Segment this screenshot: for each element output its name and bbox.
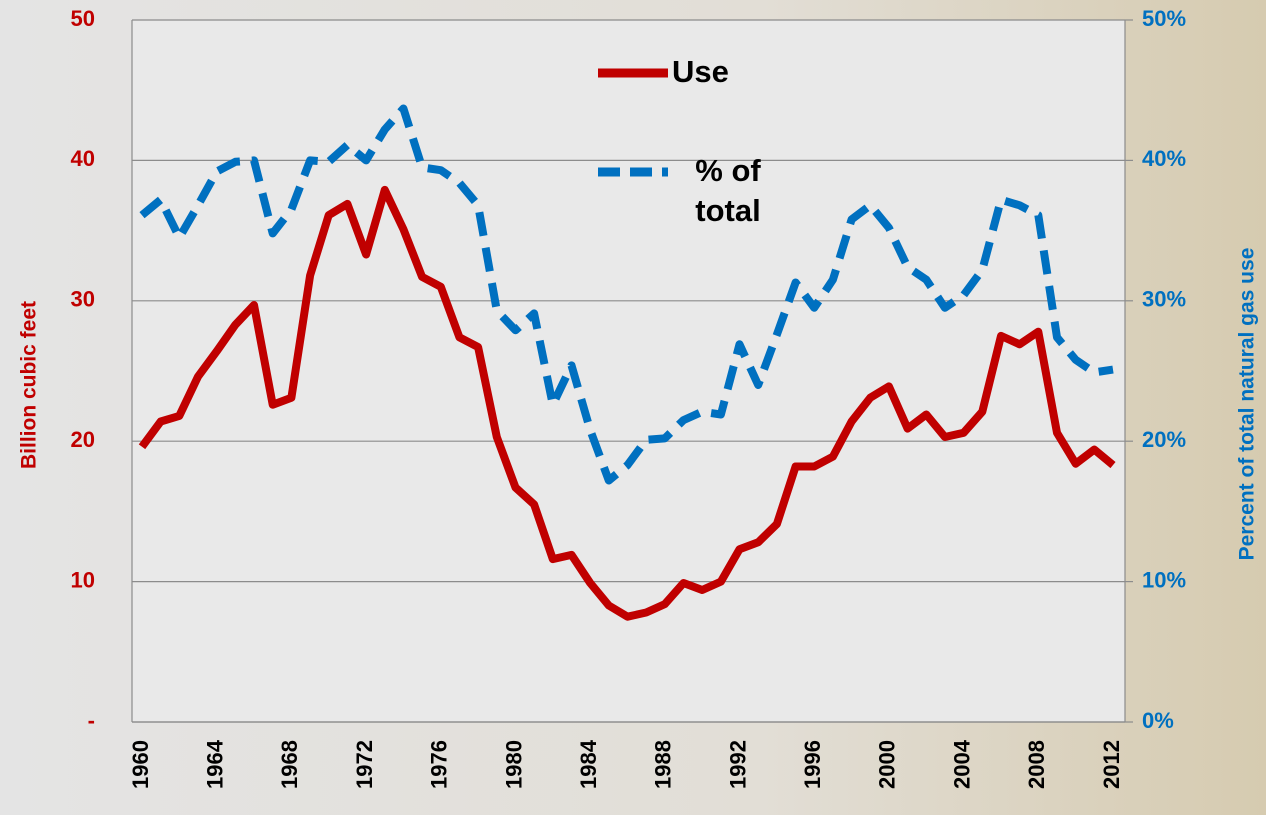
legend-entry: Use [672, 54, 729, 89]
y2-tick-label: 0% [1142, 708, 1174, 733]
legend-entry: % of total [695, 153, 761, 228]
legend-label: Use [672, 54, 729, 89]
x-tick-label: 1992 [725, 740, 750, 789]
x-tick-label: 1988 [651, 740, 676, 789]
x-tick-label: 2012 [1099, 740, 1124, 789]
y2-tick-label: 30% [1142, 287, 1186, 312]
x-tick-label: 1968 [277, 740, 302, 789]
y-axis-label: Billion cubic feet [18, 301, 41, 469]
x-tick-label: 2000 [875, 740, 900, 789]
y-tick-label: 30 [71, 287, 95, 312]
y-tick-label: 20 [71, 427, 95, 452]
y-tick-label: 50 [71, 6, 95, 31]
x-tick-label: 1980 [501, 740, 526, 789]
y-tick-label: 40 [71, 146, 95, 171]
x-tick-label: 1976 [427, 740, 452, 789]
y2-axis-label: Percent of total natural gas use [1236, 248, 1259, 561]
y2-tick-label: 20% [1142, 427, 1186, 452]
y2-tick-label: 50% [1142, 6, 1186, 31]
x-tick-label: 1996 [800, 740, 825, 789]
line-series [138, 185, 1116, 621]
y-tick-label: - [88, 708, 95, 733]
y-tick-label: 10 [71, 567, 95, 592]
x-tick-label: 1984 [576, 739, 601, 789]
y2-tick-label: 40% [1142, 146, 1186, 171]
x-tick-label: 1960 [128, 740, 153, 789]
y2-tick-label: 10% [1142, 567, 1186, 592]
x-tick-label: 1964 [203, 739, 228, 789]
x-tick-label: 2004 [949, 739, 974, 789]
x-tick-label: 2008 [1024, 740, 1049, 789]
x-tick-label: 1972 [352, 740, 377, 789]
legend-label: % of total [695, 153, 761, 228]
line-series [139, 104, 1114, 485]
